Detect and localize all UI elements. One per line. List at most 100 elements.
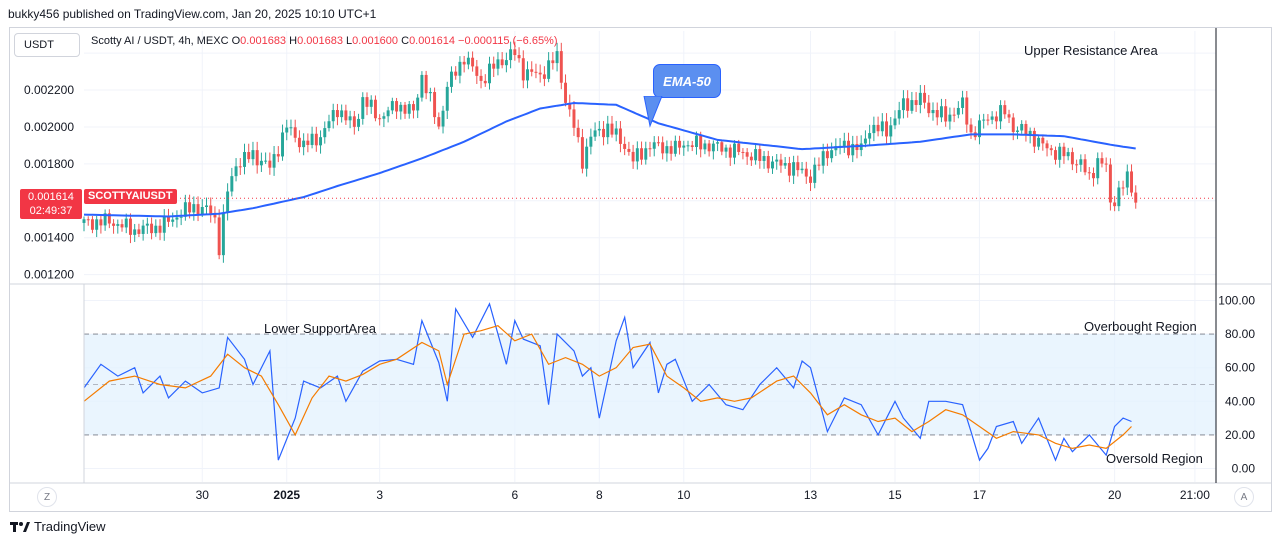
candle-body (737, 143, 741, 152)
stoch-tick-label: 60.00 (1225, 361, 1255, 375)
candle-body (268, 160, 272, 168)
candle-body (1070, 152, 1074, 165)
candle-body (209, 205, 213, 215)
candle-body (1075, 164, 1079, 166)
candle-body (597, 128, 601, 131)
candle-body (982, 119, 986, 121)
candle-body (230, 176, 234, 192)
candle-body (771, 161, 774, 169)
candle-body (183, 202, 187, 217)
candle-body (213, 214, 217, 218)
z-button[interactable]: Z (37, 487, 57, 507)
candle-body (1045, 143, 1049, 149)
stoch-tick-label: 20.00 (1225, 428, 1255, 442)
candle-body (682, 145, 686, 148)
candle-body (517, 55, 521, 59)
candle-body (192, 204, 196, 213)
candle-body (885, 121, 889, 137)
candle-body (238, 166, 242, 168)
candle-body (1015, 130, 1019, 132)
overbought-label: Overbought Region (1084, 319, 1197, 334)
candle-body (817, 164, 821, 166)
candle-body (1087, 172, 1091, 174)
price-tick-label: 0.001400 (24, 231, 74, 245)
candle-body (373, 99, 377, 119)
candle-body (357, 118, 361, 127)
stochastic-lines (83, 302, 1132, 462)
candle-body (166, 215, 170, 222)
candle-body (1037, 137, 1041, 147)
candle-body (792, 162, 796, 176)
time-tick-label: 10 (677, 488, 691, 502)
candle-body (348, 116, 352, 121)
candle-body (952, 114, 956, 116)
candle-body (711, 143, 715, 152)
candle-body (483, 80, 487, 84)
candle-body (1007, 114, 1011, 118)
candle-body (796, 162, 800, 171)
candle-body (1041, 137, 1045, 144)
bar-countdown: 02:49:37 (29, 205, 73, 218)
candle-body (285, 127, 289, 133)
candle-body (137, 229, 141, 234)
candle-body (821, 151, 825, 166)
candle-body (327, 121, 331, 129)
candle-body (703, 143, 707, 150)
stoch-d-line (83, 325, 1132, 450)
candle-body (935, 110, 939, 118)
ema-callout[interactable]: EMA-50 (653, 64, 721, 98)
candle-body (188, 202, 192, 213)
candle-body (534, 71, 538, 73)
candle-body (416, 97, 420, 111)
candle-body (614, 128, 618, 135)
candle-body (1054, 150, 1057, 160)
candle-body (352, 116, 356, 127)
candle-body (754, 149, 758, 161)
candle-body (804, 168, 808, 177)
candle-body (1049, 148, 1053, 151)
time-tick-label: 6 (511, 488, 518, 502)
candle-body (635, 148, 639, 162)
candle-body (880, 121, 884, 132)
auto-scale-button[interactable]: A (1234, 487, 1254, 507)
candle-body (851, 143, 855, 156)
candle-body (466, 57, 470, 65)
candle-body (610, 123, 614, 135)
candle-body (530, 69, 534, 72)
candle-body (944, 106, 948, 122)
time-tick-label: 30 (196, 488, 210, 502)
candle-body (411, 104, 415, 111)
candle-body (825, 151, 829, 159)
candle-body (175, 217, 179, 220)
stoch-k-line (83, 302, 1132, 462)
candle-body (627, 148, 631, 152)
candle-body (918, 92, 922, 106)
candle-body (196, 204, 200, 215)
candle-body (1113, 202, 1117, 207)
candle-body (82, 219, 86, 223)
candle-body (1032, 130, 1036, 147)
legend-low: 0.001600 (352, 35, 399, 47)
candle-body (631, 151, 635, 162)
tradingview-logo[interactable]: TradingView (10, 519, 106, 534)
price-tick-label: 0.002200 (24, 83, 74, 97)
candle-body (302, 140, 306, 148)
candle-body (872, 124, 876, 134)
candle-body (378, 118, 382, 120)
candle-body (1079, 159, 1083, 165)
lower-support-label: Lower SupportArea (264, 321, 377, 336)
candle-body (787, 163, 791, 176)
candle-body (999, 105, 1003, 122)
tradingview-logo-text: TradingView (34, 519, 106, 534)
candle-body (758, 149, 762, 161)
candle-body (716, 142, 720, 144)
candle-body (171, 219, 175, 222)
candle-body (310, 133, 314, 145)
candle-body (1121, 187, 1125, 189)
currency-button[interactable]: USDT (14, 33, 80, 57)
candle-body (335, 110, 339, 118)
ema-line (83, 101, 1136, 218)
candle-body (648, 148, 652, 150)
candle-body (694, 135, 698, 147)
